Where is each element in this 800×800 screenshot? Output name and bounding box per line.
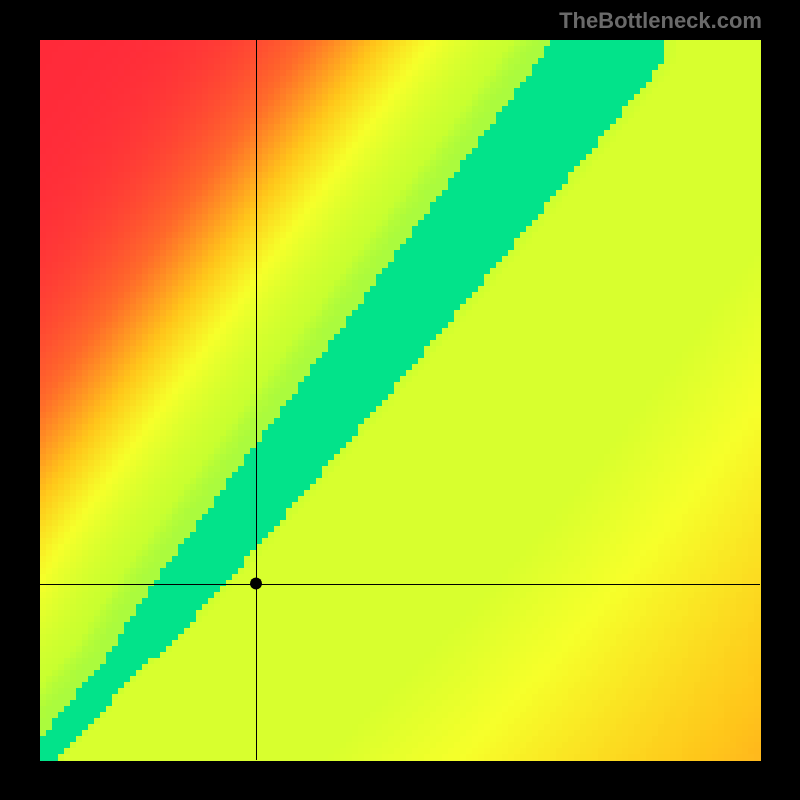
chart-container: TheBottleneck.com [0, 0, 800, 800]
heatmap-canvas [0, 0, 800, 800]
watermark-label: TheBottleneck.com [559, 8, 762, 34]
